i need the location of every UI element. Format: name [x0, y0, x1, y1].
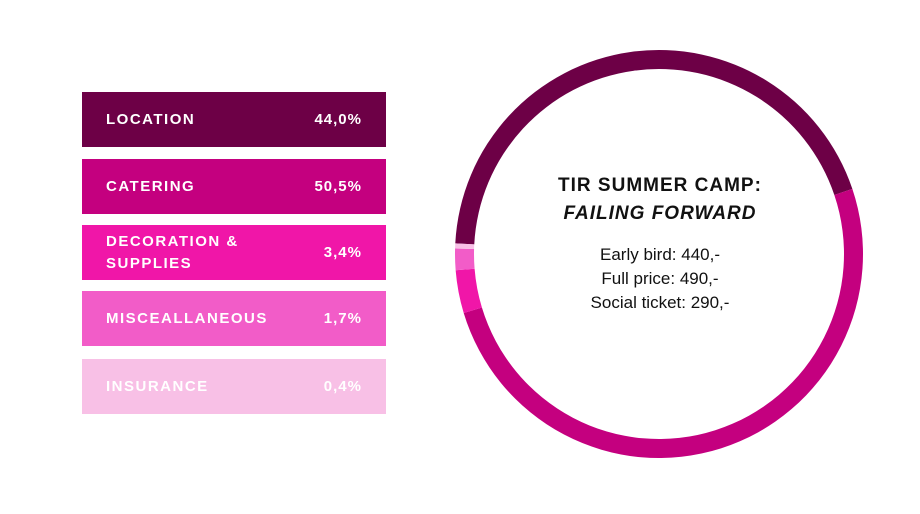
legend-row-insurance: INSURANCE 0,4% — [82, 359, 386, 414]
legend-row-decoration: DECORATION & SUPPLIES 3,4% — [82, 225, 386, 280]
donut-slice-miscellaneous — [454, 248, 475, 271]
legend-value: 50,5% — [314, 178, 362, 195]
chart-subtitle: FAILING FORWARD — [563, 203, 757, 224]
legend-label: CATERING — [106, 177, 196, 195]
price-social: Social ticket: 290,- — [590, 293, 730, 312]
donut-slice-insurance — [455, 243, 475, 249]
legend-label: LOCATION — [106, 110, 196, 128]
chart-title: TIR SUMMER CAMP: — [558, 175, 762, 196]
legend-value: 3,4% — [323, 244, 362, 261]
donut-slice-decoration — [455, 268, 482, 313]
price-list: Early bird: 440,- Full price: 490,- Soci… — [510, 243, 810, 315]
chart-title-block: TIR SUMMER CAMP: FAILING FORWARD — [510, 172, 810, 228]
legend-label: INSURANCE — [106, 377, 209, 395]
legend-label: DECORATION & SUPPLIES — [106, 232, 239, 272]
legend-row-catering: CATERING 50,5% — [82, 159, 386, 214]
legend-value: 44,0% — [314, 111, 362, 128]
price-full: Full price: 490,- — [601, 269, 719, 288]
donut-slice-location — [455, 49, 853, 245]
legend-row-miscellaneous: MISCEALLANEOUS 1,7% — [82, 291, 386, 346]
legend-label: MISCEALLANEOUS — [106, 309, 268, 327]
legend-row-location: LOCATION 44,0% — [82, 92, 386, 147]
legend-value: 0,4% — [323, 378, 362, 395]
donut-slice-catering — [463, 188, 863, 458]
legend-value: 1,7% — [323, 310, 362, 327]
price-early-bird: Early bird: 440,- — [600, 245, 720, 264]
